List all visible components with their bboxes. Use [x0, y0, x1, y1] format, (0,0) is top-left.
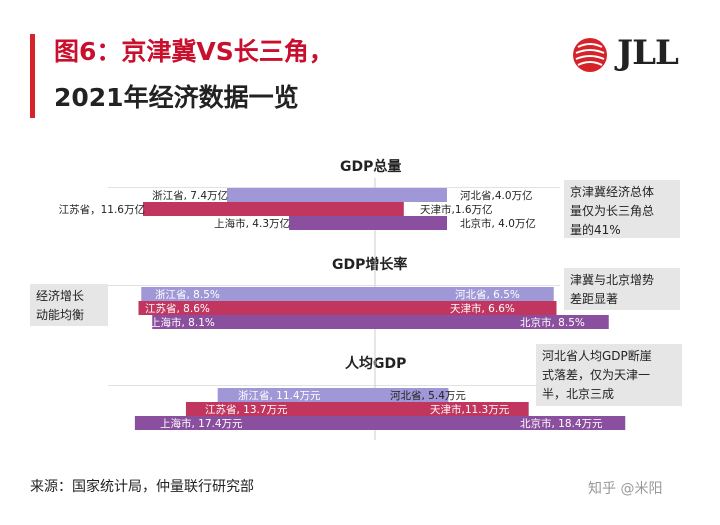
data-label-left: 江苏省，11.6万亿	[59, 203, 145, 216]
bar-left-1-2	[152, 315, 375, 329]
section-title-gdp-growth: GDP增长率	[332, 257, 408, 273]
page-title-line1: 图6：京津冀VS长三角，	[54, 37, 334, 66]
data-label-right: 北京市, 8.5%	[520, 316, 585, 329]
data-label-right: 河北省, 5.4万元	[390, 389, 466, 402]
note-line: 量仅为长三角总	[570, 204, 655, 218]
bar-right-1-2	[375, 315, 609, 329]
bar-left-2-2	[134, 416, 375, 430]
data-label-right: 河北省,4.0万亿	[460, 189, 533, 202]
title-accent-bar	[30, 34, 35, 118]
section-title-gdp-per-capita: 人均GDP	[345, 356, 407, 372]
bar-left-1-1	[138, 301, 375, 315]
bar-left-1-0	[141, 287, 375, 301]
note-gdp-growth-left: 经济增长 动能均衡	[30, 284, 108, 326]
note-gdp-per-capita: 河北省人均GDP断崖 式落差，仅为天津一 半，北京三成	[536, 344, 682, 406]
data-label-right: 天津市, 6.6%	[450, 302, 515, 315]
data-label-left: 上海市, 8.1%	[150, 316, 215, 329]
data-label-right: 天津市,11.3万元	[430, 403, 510, 416]
data-label-left: 上海市, 17.4万元	[160, 417, 243, 430]
bar-left-0-0	[227, 188, 375, 202]
bar-right-2-0	[375, 388, 449, 402]
data-label-right: 河北省, 6.5%	[455, 288, 520, 301]
note-line: 津冀与北京增势	[570, 273, 655, 287]
data-label-left: 浙江省, 7.4万亿	[152, 189, 228, 202]
source-note: 来源：国家统计局，仲量联行研究部	[30, 479, 254, 495]
bar-left-0-1	[143, 202, 375, 216]
bar-right-0-2	[375, 216, 447, 230]
data-label-left: 江苏省, 8.6%	[145, 302, 210, 315]
note-gdp-total: 京津冀经济总体 量仅为长三角总 量的41%	[564, 180, 680, 238]
data-label-right: 北京市, 18.4万元	[520, 417, 603, 430]
bar-right-2-2	[375, 416, 626, 430]
jll-logo-icon	[573, 38, 607, 72]
divider	[108, 187, 560, 188]
data-label-left: 浙江省, 8.5%	[155, 288, 220, 301]
note-line: 经济增长	[36, 289, 85, 303]
note-line: 河北省人均GDP断崖	[542, 349, 652, 363]
bar-left-0-2	[289, 216, 375, 230]
bar-right-1-1	[375, 301, 557, 315]
logo-text: JLL	[617, 33, 679, 73]
data-label-right: 北京市, 4.0万亿	[460, 217, 536, 230]
page-title-line2: 2021年经济数据一览	[54, 83, 299, 112]
bar-right-0-1	[375, 202, 404, 216]
data-label-left: 浙江省, 11.4万元	[238, 389, 321, 402]
divider	[108, 385, 560, 386]
data-label-left: 江苏省, 13.7万元	[205, 403, 288, 416]
note-line: 京津冀经济总体	[570, 185, 655, 199]
section-title-gdp-total: GDP总量	[340, 159, 402, 175]
bar-right-2-1	[375, 402, 529, 416]
note-gdp-growth-right: 津冀与北京增势 差距显著	[564, 268, 680, 310]
note-line: 量的41%	[570, 223, 621, 237]
bar-left-2-1	[185, 402, 375, 416]
note-line: 半，北京三成	[542, 387, 615, 401]
bar-right-1-0	[375, 287, 554, 301]
data-label-right: 天津市,1.6万亿	[420, 203, 493, 216]
bar-right-0-0	[375, 188, 447, 202]
note-line: 动能均衡	[36, 308, 85, 322]
data-label-left: 上海市, 4.3万亿	[214, 217, 290, 230]
bar-left-2-0	[217, 388, 375, 402]
note-line: 式落差，仅为天津一	[542, 368, 651, 382]
watermark: 知乎 @米阳	[588, 481, 663, 497]
note-line: 差距显著	[570, 292, 619, 306]
divider	[108, 285, 560, 286]
